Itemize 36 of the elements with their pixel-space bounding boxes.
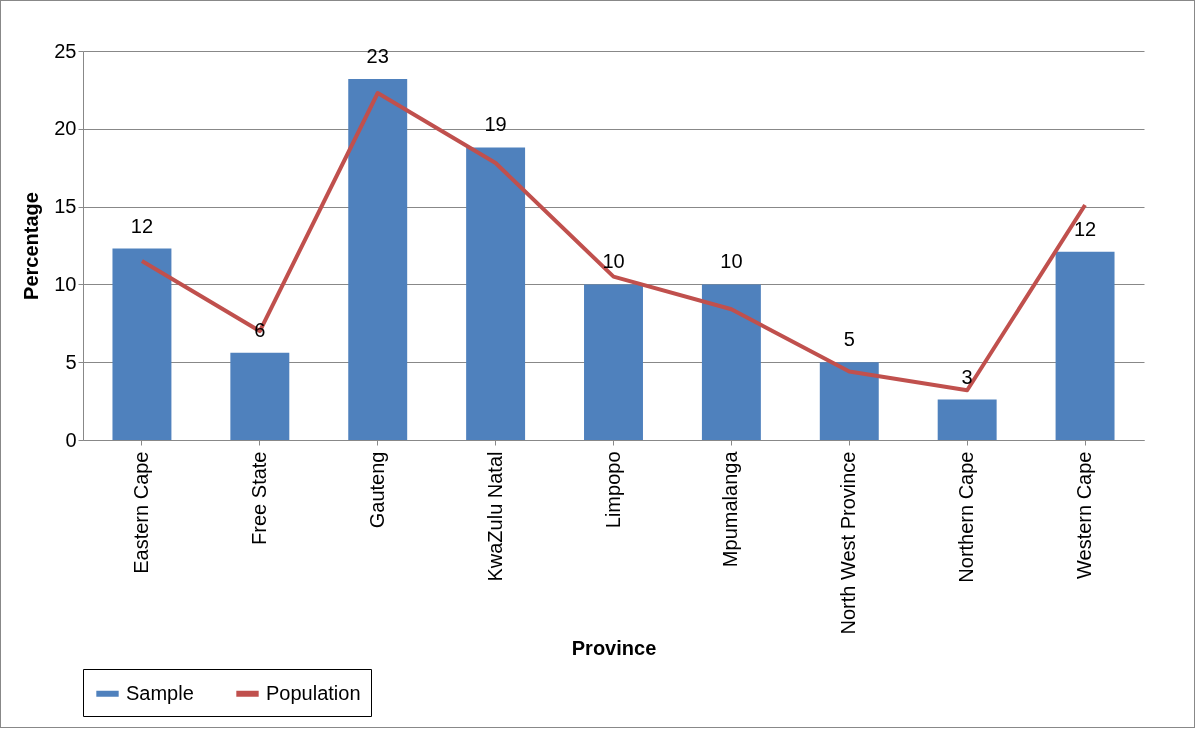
data-label: 5 <box>843 328 855 351</box>
data-label: 10 <box>602 250 625 273</box>
bar <box>112 248 172 440</box>
x-tick-label: Free State <box>247 451 270 545</box>
bar <box>937 399 997 440</box>
x-tick-label: Eastern Cape <box>129 451 152 574</box>
bar <box>348 79 408 440</box>
data-label: 10 <box>720 250 743 273</box>
legend-label: Sample <box>126 681 194 704</box>
x-tick-label: Mpumalanga <box>719 450 742 568</box>
x-tick-label: North West Province <box>837 451 860 635</box>
y-tick-label: 15 <box>54 195 77 218</box>
data-label: 12 <box>130 214 154 237</box>
data-label: 19 <box>484 113 507 136</box>
bar <box>584 284 643 440</box>
x-tick-label: Gauteng <box>365 451 388 529</box>
bar <box>466 147 526 440</box>
bar <box>819 362 879 440</box>
bar <box>1055 251 1115 440</box>
y-tick-label: 5 <box>65 350 77 373</box>
data-label: 12 <box>1073 217 1097 240</box>
data-label: 23 <box>366 45 389 68</box>
x-tick-label: Northern Cape <box>955 451 978 583</box>
y-axis-title: Percentage <box>20 192 43 300</box>
bar <box>230 352 290 440</box>
x-tick-label: Western Cape <box>1073 451 1096 579</box>
y-tick-label: 0 <box>65 428 77 451</box>
x-tick-label: KwaZulu Natal <box>483 451 506 582</box>
x-tick-label: Limpopo <box>601 451 624 529</box>
y-tick-label: 25 <box>54 39 77 62</box>
bar <box>701 284 761 440</box>
y-tick-label: 20 <box>54 117 77 140</box>
x-axis-title: Province <box>571 636 657 659</box>
y-tick-label: 10 <box>54 272 77 295</box>
legend-label: Population <box>266 681 361 704</box>
data-label: 3 <box>961 365 973 388</box>
